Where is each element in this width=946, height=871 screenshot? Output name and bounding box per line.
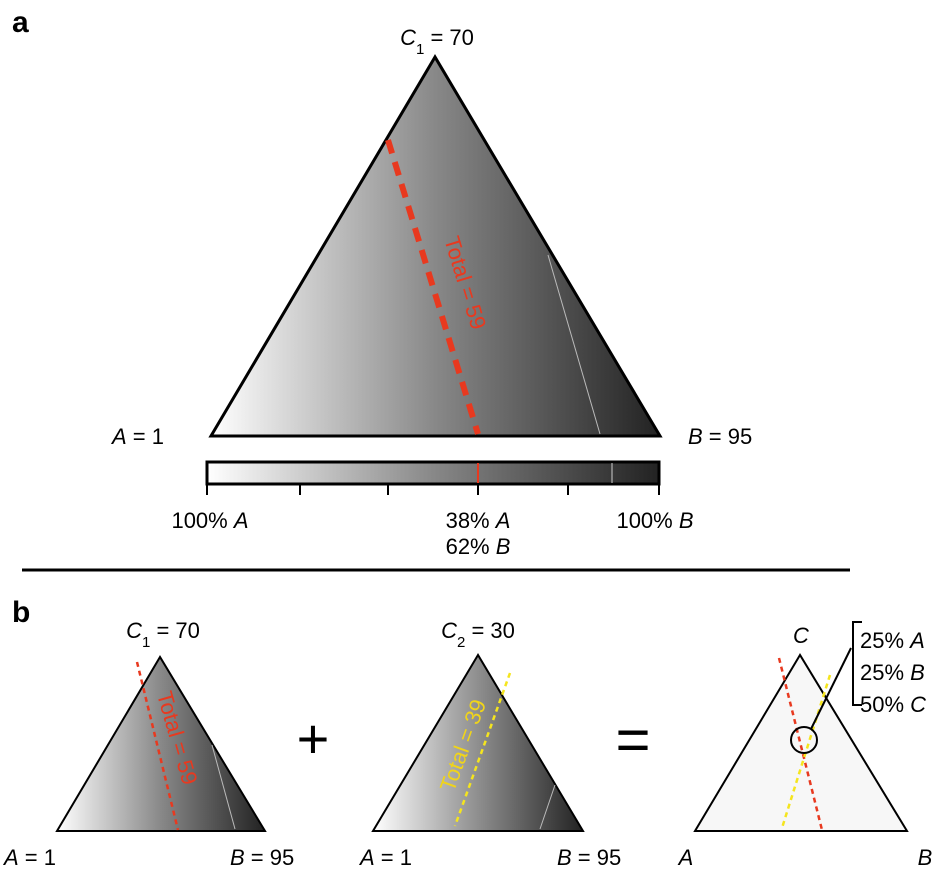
text-part: A [232,508,249,533]
composition: 25% A [860,628,925,653]
text-part: B [679,508,694,533]
right-label: B = 95 [688,424,752,449]
text-part: = 95 [703,424,753,449]
text-part: = 1 [19,845,56,870]
red-line [777,657,824,831]
triangle [55,655,267,832]
text-part: B [230,845,245,870]
text-part: = 1 [375,845,412,870]
intersection [790,726,818,754]
panel-letter: b [12,596,30,629]
left-label: A = 1 [110,424,164,449]
text-part: A [494,508,511,533]
scale-label: 38% A [446,508,511,533]
contour [211,744,236,830]
composition: 50% C [860,692,926,717]
text-part: C [400,25,416,50]
text-part: B [496,534,511,559]
text-part: B [557,845,572,870]
top-label: C1 = 70 [400,25,474,58]
text-part: C [441,618,457,643]
text-part: A [110,424,127,449]
triangle [371,653,585,832]
composition: 25% B [860,660,925,685]
total-line [385,139,481,435]
text-part: 2 [457,634,465,651]
total-line [453,672,512,827]
pointer [810,647,852,730]
equals: = [615,706,650,773]
text-part: = 30 [465,618,515,643]
scale-label: 100% B [616,508,693,533]
text-part: C [910,692,926,717]
scale-label: 62% B [446,534,511,559]
color-scale [205,460,661,486]
contour [547,254,601,435]
left-label: A = 1 [358,845,412,870]
top-label: C1 = 70 [126,618,200,651]
plus: + [297,707,330,770]
text-part: 1 [416,41,424,58]
text-part: A [2,845,19,870]
text-part: 38% [446,508,496,533]
text-part: 25% [860,628,910,653]
triangle [208,54,663,438]
text-part: = 70 [150,618,200,643]
text-part: 100% [616,508,678,533]
left-label: A = 1 [2,845,56,870]
right-label: B = 95 [557,845,621,870]
scale-label: 100% A [171,508,248,533]
text-part: 25% [860,660,910,685]
bracket [852,621,862,706]
right-label: B = 95 [230,845,294,870]
text-part: A [908,628,925,653]
triangle [693,653,909,832]
scale-ticks [206,484,660,495]
text-part: C [126,618,142,643]
total-line [135,661,180,831]
top-label: C [793,623,809,648]
text-part: = 1 [127,424,164,449]
panel-letter: a [12,6,29,39]
text-part: 50% [860,692,910,717]
text-part: 1 [142,634,150,651]
contour [539,784,556,830]
top-label: C2 = 30 [441,618,515,651]
text-part: 62% [446,534,496,559]
text-part: = 95 [572,845,622,870]
text-part: B [688,424,703,449]
text-part: A [358,845,375,870]
text-part: = 95 [245,845,295,870]
text-part: = 70 [424,25,474,50]
text-part: B [910,660,925,685]
right-label: B [918,845,933,870]
text-part: 100% [171,508,233,533]
left-label: A [677,845,694,870]
